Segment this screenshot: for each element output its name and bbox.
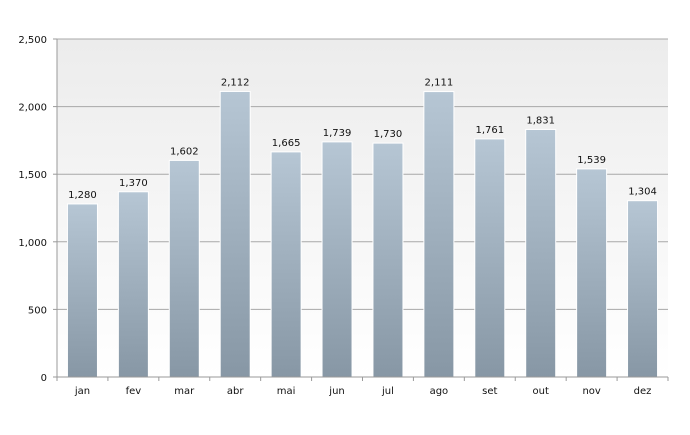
bar-jun xyxy=(321,141,353,378)
x-tick-label: out xyxy=(533,386,549,397)
bar-nov xyxy=(576,168,608,378)
x-tick-label: jan xyxy=(74,386,90,397)
data-label-jul: 1,730 xyxy=(374,129,403,140)
bar-mar xyxy=(168,159,200,378)
y-tick-label: 1,000 xyxy=(18,238,47,249)
x-tick-label: mar xyxy=(174,386,195,397)
data-label-jun: 1,739 xyxy=(323,128,352,139)
data-label-dez: 1,304 xyxy=(628,187,657,198)
data-label-mai: 1,665 xyxy=(272,138,301,149)
bar-fev xyxy=(117,191,149,378)
bar-out xyxy=(525,128,557,378)
data-label-ago: 2,111 xyxy=(425,78,454,89)
y-tick-label: 0 xyxy=(41,373,47,384)
grid-lines xyxy=(57,38,668,310)
y-tick-label: 500 xyxy=(28,305,47,316)
data-label-jan: 1,280 xyxy=(68,190,97,201)
bar-ago xyxy=(423,91,455,378)
x-tick-label: nov xyxy=(582,386,600,397)
bar-mai xyxy=(270,151,302,378)
data-label-set: 1,761 xyxy=(475,125,504,136)
y-tick-label: 2,500 xyxy=(18,35,47,46)
bar-jan xyxy=(66,203,98,378)
bar-abr xyxy=(219,90,251,378)
bar-set xyxy=(474,138,506,378)
bars xyxy=(66,90,659,378)
data-label-nov: 1,539 xyxy=(577,155,606,166)
x-tick-label: dez xyxy=(634,386,652,397)
y-tick-label: 2,000 xyxy=(18,103,47,114)
x-tick-label: set xyxy=(482,386,497,397)
data-label-mar: 1,602 xyxy=(170,146,199,157)
x-tick-label: ago xyxy=(430,386,449,397)
x-axis-ticks: jan fev mar abr mai jun jul ago set out nov dez xyxy=(56,377,669,397)
x-tick-label: fev xyxy=(126,386,142,397)
x-tick-label: jun xyxy=(328,386,344,397)
bar-jul xyxy=(372,142,404,378)
y-tick-label: 1,500 xyxy=(18,170,47,181)
x-tick-label: jul xyxy=(381,386,394,397)
x-tick-label: abr xyxy=(227,386,244,397)
plot-area xyxy=(57,39,668,377)
data-label-abr: 2,112 xyxy=(221,77,250,88)
data-label-out: 1,831 xyxy=(526,115,555,126)
bar-dez xyxy=(627,200,659,378)
data-labels: 1,280 1,370 1,602 2,112 1,665 1,739 1,730 2,111… xyxy=(68,77,657,200)
data-label-fev: 1,370 xyxy=(119,178,148,189)
x-tick-label: mai xyxy=(277,386,296,397)
y-axis-ticks: 0 500 1,000 1,500 2,000 2,500 xyxy=(18,35,57,384)
